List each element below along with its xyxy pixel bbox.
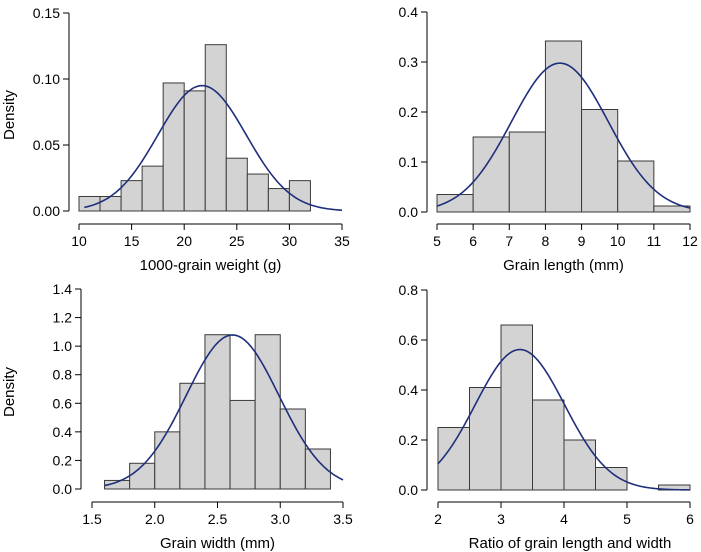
x-axis-title: Grain length (mm)	[503, 257, 624, 274]
x-tick-label: 8	[542, 233, 550, 249]
histogram-bar	[246, 173, 269, 212]
y-tick-label: 0.2	[53, 452, 73, 468]
histogram-bar	[508, 131, 546, 213]
y-tick-label: 0.1	[399, 154, 419, 170]
y-tick-label: 0.4	[399, 382, 419, 398]
x-tick-label: 3	[497, 511, 505, 527]
density-curve	[104, 334, 344, 487]
x-tick-label: 7	[505, 233, 513, 249]
x-tick-label: 35	[334, 233, 350, 249]
density-curve	[436, 62, 691, 209]
x-tick-label: 5	[433, 233, 441, 249]
y-tick-label: 0.4	[399, 4, 419, 20]
x-tick-label: 20	[176, 233, 192, 249]
x-tick-label: 3.5	[333, 511, 353, 527]
histogram-bar	[532, 399, 565, 491]
x-tick-label: 6	[469, 233, 477, 249]
histogram-bar	[544, 40, 583, 213]
y-tick-label: 1.0	[53, 338, 73, 354]
x-tick-label: 25	[229, 233, 245, 249]
panel-grain-width: 1.5 2.0 2.5 3.0 3.5 0.0 0.2 0.4 0.6 0.8 1.0 1.2 1.4 G…	[1, 281, 353, 552]
x-axis-title: 1000-grain weight (g)	[140, 257, 282, 274]
histogram-bar	[653, 205, 691, 213]
x-tick-label: 3.0	[271, 511, 291, 527]
y-tick-label: 0.0	[399, 482, 419, 498]
x-tick-label: 2	[434, 511, 442, 527]
x-tick-label: 30	[282, 233, 298, 249]
y-axis-title: Density	[1, 89, 18, 140]
histogram-bar	[267, 188, 290, 212]
x-axis-title: Ratio of grain length and width	[469, 535, 672, 552]
density-curve	[437, 348, 691, 491]
panel-grain-length: 5 6 7 8 9 10 11 12 0.0 0.1 0.2 0.3 0.4 Grain length (…	[399, 4, 698, 274]
histogram-bar	[99, 195, 122, 212]
histogram-bar	[581, 109, 619, 213]
x-tick-label: 10	[71, 233, 87, 249]
x-tick-label: 12	[682, 233, 698, 249]
y-tick-label: 0.05	[33, 137, 60, 153]
x-tick-label: 2.5	[208, 511, 228, 527]
histogram-bar	[229, 399, 256, 490]
histogram-bar	[469, 387, 502, 491]
y-tick-label: 0.0	[399, 204, 419, 220]
x-tick-label: 9	[578, 233, 586, 249]
y-tick-label: 1.4	[53, 281, 73, 297]
histogram-bar	[500, 324, 533, 491]
histogram-bar	[154, 431, 181, 490]
histogram-bar	[162, 82, 185, 212]
y-tick-label: 0.10	[33, 71, 60, 87]
y-tick-label: 0.3	[399, 54, 419, 70]
x-tick-label: 1.5	[82, 511, 102, 527]
histogram-bar	[204, 44, 227, 212]
histogram-bar	[563, 439, 596, 491]
y-tick-label: 0.00	[33, 203, 60, 219]
x-axis-title: Grain width (mm)	[160, 535, 275, 552]
x-tick-label: 4	[560, 511, 568, 527]
y-tick-label: 0.2	[399, 104, 419, 120]
y-tick-label: 0.2	[399, 432, 419, 448]
x-tick-label: 2.0	[145, 511, 165, 527]
x-tick-label: 6	[686, 511, 694, 527]
histogram-bar	[225, 157, 248, 212]
panel-length-width-ratio: 2 3 4 5 6 0.0 0.2 0.4 0.6 0.8 Ratio of grain lengt…	[399, 282, 695, 552]
x-tick-label: 11	[647, 233, 662, 249]
histogram-bar	[204, 334, 231, 490]
x-tick-label: 10	[610, 233, 626, 249]
density-curve	[84, 84, 343, 211]
histogram-bar	[254, 334, 281, 490]
y-tick-label: 0.8	[399, 282, 419, 298]
y-tick-label: 0.15	[33, 5, 60, 21]
y-axis-title: Density	[1, 366, 18, 417]
x-tick-label: 15	[124, 233, 140, 249]
y-tick-label: 0.6	[399, 332, 419, 348]
histogram-bar	[141, 165, 164, 212]
y-tick-label: 0.6	[53, 395, 73, 411]
y-tick-label: 0.8	[53, 367, 73, 383]
x-tick-label: 5	[623, 511, 631, 527]
histogram-bar	[129, 462, 156, 490]
panel-1000-grain-weight: 10 15 20 25 30 35 0.00 0.05 0.10 0.15 1000-grain w…	[1, 5, 350, 274]
y-tick-label: 0.0	[53, 481, 73, 497]
y-tick-label: 1.2	[53, 310, 73, 326]
histogram-bar	[183, 90, 206, 212]
y-tick-label: 0.4	[53, 424, 73, 440]
histogram-bar	[595, 467, 628, 491]
